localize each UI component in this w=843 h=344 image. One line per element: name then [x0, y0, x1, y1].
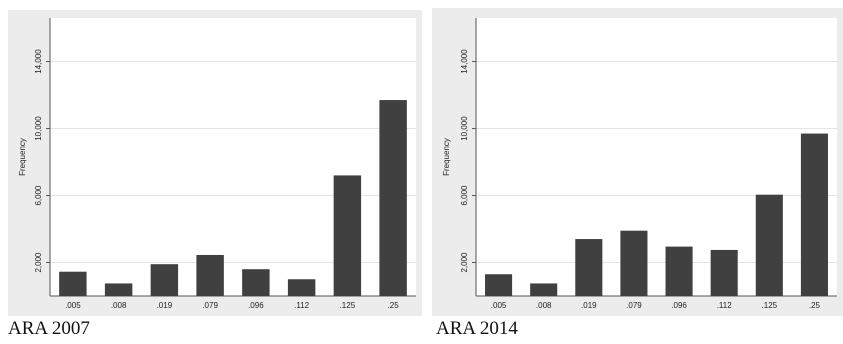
- y-axis-label: Frequency: [442, 138, 451, 176]
- x-tick-label: .019: [157, 301, 173, 310]
- y-axis-label: Frequency: [18, 138, 27, 176]
- bar-p096: [665, 246, 693, 296]
- y-tick-label: 6,000: [460, 185, 469, 206]
- bar-p019: [150, 264, 179, 296]
- chart-svg-ara-2014: 2,000 6,000 10,000 14,000 .005 .008 .019 .079 .0…: [432, 8, 843, 316]
- chart-ara-2014: 2,000 6,000 10,000 14,000 .005 .008 .019 .079 .0…: [432, 8, 843, 316]
- bar-p125: [755, 194, 783, 296]
- bar-p096: [242, 269, 270, 296]
- x-tick-label: .005: [65, 301, 81, 310]
- bar-p25: [800, 133, 828, 296]
- x-tick-label: .005: [491, 301, 507, 310]
- x-tick-label: .125: [762, 301, 778, 310]
- bar-p125: [333, 175, 362, 296]
- y-tick-label: 14,000: [460, 49, 469, 74]
- bar-p005: [59, 271, 87, 296]
- chart-svg-ara-2007: 2,000 6,000 10,000 14,000 .005 .008 .019 .079 .0…: [8, 10, 422, 316]
- x-tick-label: .112: [717, 301, 733, 310]
- bar-p079: [620, 230, 648, 296]
- y-tick-label: 2,000: [460, 252, 469, 273]
- x-tick-label: .112: [294, 301, 310, 310]
- x-tick-label: .008: [111, 301, 127, 310]
- bar-p079: [196, 254, 224, 296]
- bar-p25: [379, 100, 407, 296]
- y-tick-label: 10,000: [34, 116, 43, 141]
- x-tick-label: .125: [340, 301, 356, 310]
- y-tick-label: 14,000: [34, 49, 43, 74]
- bar-p112: [710, 249, 738, 296]
- x-tick-label: .079: [626, 301, 642, 310]
- x-tick-label: .25: [388, 301, 400, 310]
- bar-p112: [287, 279, 316, 296]
- bar-p005: [485, 274, 513, 296]
- chart-ara-2007: 2,000 6,000 10,000 14,000 .005 .008 .019 .079 .0…: [8, 10, 422, 316]
- x-tick-label: .096: [671, 301, 687, 310]
- x-tick-label: .096: [248, 301, 264, 310]
- caption-ara-2007: ARA 2007: [8, 318, 90, 339]
- caption-ara-2014: ARA 2014: [436, 318, 518, 339]
- y-tick-label: 2,000: [34, 252, 43, 273]
- bar-p019: [575, 239, 603, 296]
- x-tick-label: .25: [809, 301, 821, 310]
- x-tick-label: .019: [581, 301, 597, 310]
- y-tick-label: 10,000: [460, 116, 469, 141]
- y-tick-label: 6,000: [34, 185, 43, 206]
- bar-p008: [530, 283, 558, 296]
- bar-p008: [104, 283, 133, 296]
- x-tick-label: .008: [536, 301, 552, 310]
- x-tick-label: .079: [202, 301, 218, 310]
